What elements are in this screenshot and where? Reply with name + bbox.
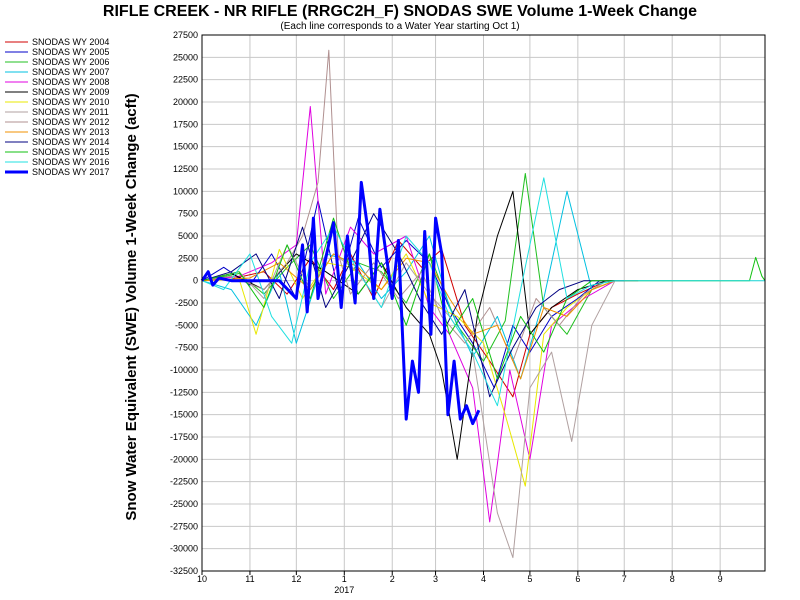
series-line-wy2012 [201,49,608,362]
legend-label: SNODAS WY 2013 [32,127,109,137]
y-tick-label: -27500 [170,521,198,531]
y-tick-label: -2500 [175,298,198,308]
y-tick-label: -32500 [170,566,198,576]
y-tick-label: 15000 [173,142,198,152]
legend-label: SNODAS WY 2017 [32,167,109,177]
y-tick-label: -10000 [170,365,198,375]
y-tick-label: -22500 [170,477,198,487]
series-line-wy2008 [201,106,616,523]
legend-label: SNODAS WY 2007 [32,67,109,77]
y-tick-label: -17500 [170,432,198,442]
y-tick-label: -30000 [170,544,198,554]
y-tick-label: -5000 [175,320,198,330]
y-tick-label: 25000 [173,52,198,62]
series-layer [200,49,766,559]
legend-label: SNODAS WY 2005 [32,47,109,57]
x-tick-label: 1 [342,574,347,584]
legend-label: SNODAS WY 2004 [32,37,109,47]
y-tick-label: 20000 [173,97,198,107]
legend-label: SNODAS WY 2014 [32,137,109,147]
legend-label: SNODAS WY 2011 [32,107,109,117]
y-tick-label: 7500 [178,209,198,219]
y-tick-label: 17500 [173,119,198,129]
y-tick-label: -7500 [175,343,198,353]
x-tick-label: 10 [197,574,207,584]
chart-subtitle: (Each line corresponds to a Water Year s… [280,21,519,32]
series-line-wy2007 [201,190,616,380]
x-tick-label: 8 [670,574,675,584]
y-tick-label: 5000 [178,231,198,241]
series-line-wy2014 [201,213,615,398]
series-line-wy2016 [201,177,765,407]
legend-label: SNODAS WY 2010 [32,97,109,107]
legend-label: SNODAS WY 2012 [32,117,109,127]
y-tick-label: 0 [193,276,198,286]
y-tick-label: -15000 [170,410,198,420]
x-tick-label: 12 [291,574,301,584]
y-tick-label: 2500 [178,253,198,263]
legend-label: SNODAS WY 2006 [32,57,109,67]
x-tick-label: 7 [622,574,627,584]
legend-label: SNODAS WY 2009 [32,87,109,97]
legend-label: SNODAS WY 2015 [32,147,109,157]
y-tick-label: -20000 [170,454,198,464]
legend-label: SNODAS WY 2008 [32,77,109,87]
series-line-wy2010 [201,248,616,487]
x-tick-label: 2 [390,574,395,584]
x-tick-label: 9 [718,574,723,584]
legend-label: SNODAS WY 2016 [32,157,109,167]
y-tick-label: 27500 [173,30,198,40]
series-line-wy2009 [201,190,608,460]
y-tick-label: -12500 [170,387,198,397]
y-tick-label: -25000 [170,499,198,509]
series-line-wy2017 [200,180,481,426]
y-tick-label: 12500 [173,164,198,174]
x-tick-label: 5 [527,574,532,584]
x-tick-label: 4 [481,574,486,584]
y-axis-label: Snow Water Equivalent (SWE) Volume 1-Wee… [123,93,140,520]
x-tick-label: 11 [245,574,254,584]
x-year-label: 2017 [334,585,354,595]
x-tick-label: 6 [575,574,580,584]
y-tick-label: 10000 [173,186,198,196]
chart-title: RIFLE CREEK - NR RIFLE (RRGC2H_F) SNODAS… [103,3,697,20]
x-tick-label: 3 [433,574,438,584]
y-tick-label: 22500 [173,75,198,85]
y-axis: 2750025000225002000017500150001250010000… [170,30,198,576]
